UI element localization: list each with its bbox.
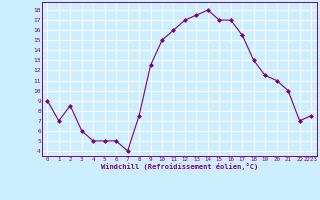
X-axis label: Windchill (Refroidissement éolien,°C): Windchill (Refroidissement éolien,°C) — [100, 163, 258, 170]
